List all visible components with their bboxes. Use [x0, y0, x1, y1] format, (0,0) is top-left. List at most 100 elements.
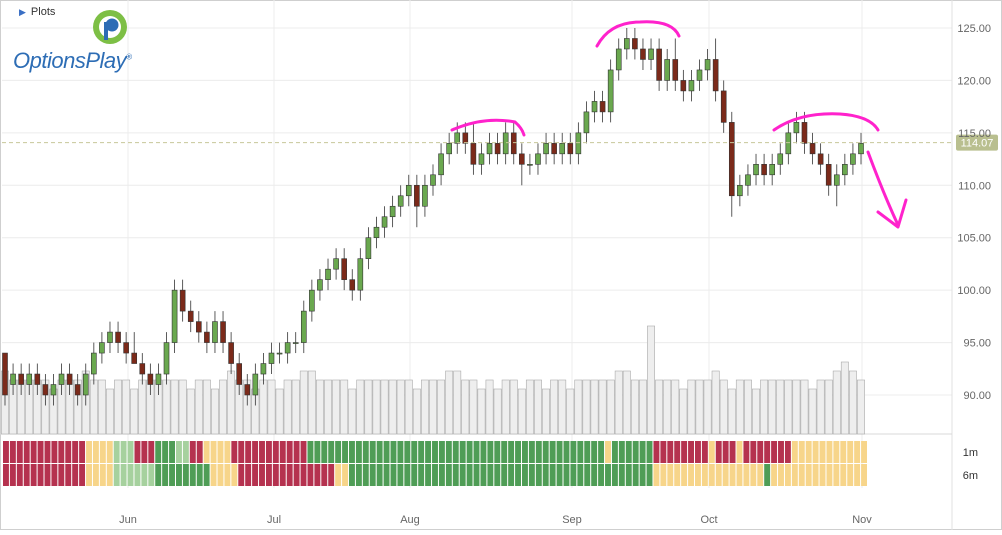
candle[interactable]: [753, 153, 759, 186]
candle[interactable]: [349, 269, 356, 301]
candle[interactable]: [58, 363, 65, 395]
candle[interactable]: [91, 342, 97, 385]
candle[interactable]: [179, 279, 186, 322]
candle[interactable]: [527, 153, 533, 175]
candle[interactable]: [720, 80, 727, 133]
candle[interactable]: [664, 48, 670, 91]
candle[interactable]: [317, 269, 323, 301]
candle[interactable]: [300, 300, 307, 354]
candle[interactable]: [728, 111, 735, 217]
candle[interactable]: [373, 216, 380, 249]
candle[interactable]: [551, 132, 557, 165]
candle[interactable]: [397, 185, 404, 217]
candle[interactable]: [672, 38, 679, 91]
candle[interactable]: [801, 111, 808, 154]
candle[interactable]: [599, 90, 606, 123]
candle[interactable]: [325, 258, 331, 291]
candle[interactable]: [292, 332, 299, 354]
candle[interactable]: [163, 332, 170, 385]
candle[interactable]: [123, 332, 129, 364]
candle[interactable]: [187, 300, 194, 333]
candle[interactable]: [543, 132, 549, 165]
candle[interactable]: [414, 174, 420, 228]
candle[interactable]: [745, 164, 751, 196]
candle[interactable]: [18, 363, 24, 395]
candle[interactable]: [833, 164, 840, 207]
candle[interactable]: [825, 153, 832, 196]
candle[interactable]: [704, 48, 711, 81]
candle[interactable]: [155, 363, 162, 395]
candle[interactable]: [809, 132, 816, 165]
candle[interactable]: [648, 38, 654, 70]
candle[interactable]: [34, 363, 41, 395]
candle[interactable]: [333, 248, 339, 280]
candle[interactable]: [196, 311, 202, 343]
candle[interactable]: [405, 174, 412, 207]
candle[interactable]: [74, 374, 81, 406]
candle[interactable]: [438, 143, 444, 186]
candle[interactable]: [785, 122, 792, 165]
candle[interactable]: [793, 111, 800, 144]
candle[interactable]: [591, 90, 598, 123]
candle[interactable]: [66, 363, 73, 395]
candle[interactable]: [357, 248, 364, 301]
candle[interactable]: [615, 38, 622, 81]
candle[interactable]: [850, 143, 856, 175]
candle[interactable]: [107, 321, 113, 354]
candle[interactable]: [10, 363, 16, 395]
candle[interactable]: [519, 143, 525, 186]
candle[interactable]: [510, 122, 517, 165]
candle[interactable]: [131, 332, 138, 364]
candle[interactable]: [502, 122, 509, 165]
candle[interactable]: [42, 374, 49, 406]
candle[interactable]: [309, 279, 315, 322]
candle[interactable]: [236, 353, 242, 395]
candle[interactable]: [583, 101, 590, 144]
candle[interactable]: [688, 69, 695, 102]
candle[interactable]: [494, 132, 501, 165]
candle[interactable]: [204, 321, 210, 354]
candle[interactable]: [212, 311, 218, 354]
candle[interactable]: [50, 374, 57, 406]
candle[interactable]: [761, 153, 767, 186]
candle[interactable]: [260, 353, 267, 385]
candle[interactable]: [680, 69, 687, 102]
candle[interactable]: [2, 352, 8, 406]
candle[interactable]: [559, 132, 566, 165]
candle[interactable]: [115, 321, 121, 354]
candle[interactable]: [147, 363, 154, 395]
candle[interactable]: [244, 374, 251, 406]
candle[interactable]: [777, 143, 784, 175]
candle[interactable]: [422, 174, 428, 217]
candle[interactable]: [817, 143, 824, 175]
candle[interactable]: [341, 248, 347, 291]
candle[interactable]: [624, 28, 630, 60]
candle[interactable]: [656, 38, 662, 91]
candle[interactable]: [252, 363, 259, 406]
candle[interactable]: [769, 153, 775, 186]
candle[interactable]: [737, 174, 743, 207]
candle[interactable]: [535, 143, 541, 175]
candle[interactable]: [228, 332, 234, 375]
candle[interactable]: [858, 132, 864, 165]
candle[interactable]: [99, 332, 105, 364]
candle[interactable]: [712, 38, 719, 102]
candle[interactable]: [486, 132, 493, 165]
candle[interactable]: [842, 153, 848, 186]
candle[interactable]: [567, 132, 574, 165]
candle[interactable]: [268, 342, 275, 375]
plots-toggle[interactable]: ▶ Plots: [19, 6, 55, 18]
candle[interactable]: [26, 363, 33, 395]
candle[interactable]: [220, 311, 226, 354]
candle[interactable]: [640, 38, 646, 70]
candle[interactable]: [470, 122, 477, 175]
candle[interactable]: [430, 164, 436, 196]
candle[interactable]: [82, 363, 89, 406]
candle[interactable]: [284, 332, 291, 364]
candle[interactable]: [632, 28, 638, 60]
candle[interactable]: [171, 279, 178, 354]
candle[interactable]: [607, 59, 614, 123]
candle[interactable]: [478, 143, 485, 175]
candle[interactable]: [139, 353, 146, 385]
